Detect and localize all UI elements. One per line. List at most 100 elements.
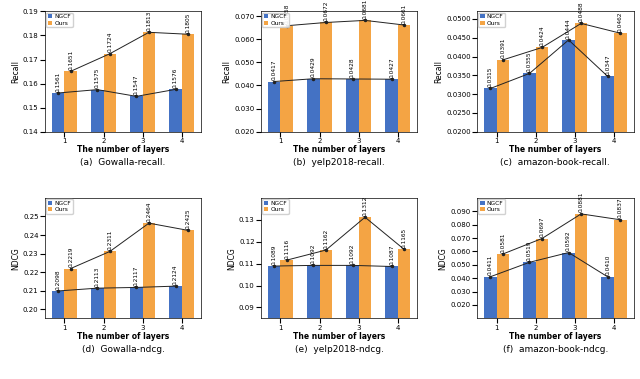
Bar: [307, 79, 319, 178]
Text: 0.0391: 0.0391: [500, 38, 506, 58]
Text: 0.0462: 0.0462: [618, 11, 623, 32]
Text: 0.2113: 0.2113: [95, 266, 100, 287]
Bar: [563, 40, 575, 207]
Text: 0.1575: 0.1575: [95, 68, 100, 88]
Text: 0.0658: 0.0658: [284, 4, 289, 24]
Y-axis label: NDCG: NDCG: [439, 247, 448, 269]
Bar: [497, 60, 509, 207]
Bar: [104, 252, 116, 379]
Bar: [65, 269, 77, 379]
Text: 0.0417: 0.0417: [272, 60, 276, 80]
Text: 0.2098: 0.2098: [56, 269, 61, 290]
Y-axis label: NDCG: NDCG: [11, 247, 20, 269]
Text: (d)  Gowalla-ndcg.: (d) Gowalla-ndcg.: [81, 345, 164, 354]
Text: 0.1547: 0.1547: [134, 74, 139, 95]
Legend: NGCF, Ours: NGCF, Ours: [262, 13, 289, 27]
Bar: [319, 250, 332, 379]
Bar: [52, 291, 65, 379]
Text: 0.0410: 0.0410: [605, 255, 611, 276]
Bar: [524, 262, 536, 332]
Bar: [398, 25, 410, 178]
Bar: [614, 33, 627, 207]
Bar: [307, 265, 319, 379]
Text: 0.0347: 0.0347: [605, 54, 611, 75]
Text: 0.0427: 0.0427: [389, 57, 394, 78]
Bar: [104, 54, 116, 379]
Bar: [359, 217, 371, 379]
Text: 0.1561: 0.1561: [56, 71, 61, 92]
Bar: [91, 89, 104, 379]
Bar: [143, 32, 155, 379]
Bar: [385, 266, 398, 379]
Bar: [359, 20, 371, 178]
Bar: [602, 277, 614, 332]
Text: 0.0581: 0.0581: [500, 232, 506, 252]
X-axis label: The number of layers: The number of layers: [509, 146, 602, 154]
Bar: [182, 34, 195, 379]
Text: 0.0488: 0.0488: [579, 2, 584, 22]
Legend: NGCF, Ours: NGCF, Ours: [46, 13, 72, 27]
Text: 0.1651: 0.1651: [68, 50, 73, 70]
Text: 0.2464: 0.2464: [147, 201, 152, 222]
X-axis label: The number of layers: The number of layers: [509, 332, 602, 341]
Bar: [563, 252, 575, 332]
Text: 0.0672: 0.0672: [323, 0, 328, 21]
Text: 0.1089: 0.1089: [272, 244, 276, 265]
Text: 0.0411: 0.0411: [488, 255, 493, 275]
Text: 0.2124: 0.2124: [173, 264, 178, 285]
Text: 0.1087: 0.1087: [389, 244, 394, 265]
Text: 0.1116: 0.1116: [284, 238, 289, 259]
Text: 0.1724: 0.1724: [108, 32, 112, 52]
Y-axis label: Recall: Recall: [11, 60, 20, 83]
Bar: [536, 238, 548, 332]
X-axis label: The number of layers: The number of layers: [293, 332, 385, 341]
Bar: [385, 79, 398, 178]
Bar: [497, 254, 509, 332]
Text: 0.0429: 0.0429: [311, 57, 316, 77]
Text: 0.1165: 0.1165: [402, 228, 406, 248]
Text: (a)  Gowalla-recall.: (a) Gowalla-recall.: [81, 158, 166, 167]
Bar: [268, 266, 280, 379]
Bar: [280, 26, 293, 178]
Bar: [484, 277, 497, 332]
Y-axis label: Recall: Recall: [434, 60, 444, 83]
Bar: [65, 71, 77, 379]
Text: 0.2311: 0.2311: [108, 230, 112, 250]
Text: 0.1805: 0.1805: [186, 12, 191, 33]
Text: 0.0837: 0.0837: [618, 198, 623, 218]
Bar: [614, 220, 627, 332]
X-axis label: The number of layers: The number of layers: [77, 146, 169, 154]
Bar: [130, 96, 143, 379]
Bar: [602, 77, 614, 207]
Bar: [484, 88, 497, 207]
Text: 0.2425: 0.2425: [186, 208, 191, 229]
Legend: NGCF, Ours: NGCF, Ours: [478, 13, 505, 27]
Text: 0.1092: 0.1092: [350, 243, 355, 264]
Bar: [268, 81, 280, 178]
Text: 0.1162: 0.1162: [323, 229, 328, 249]
Bar: [346, 79, 359, 178]
Text: 0.0697: 0.0697: [540, 216, 545, 237]
Bar: [170, 286, 182, 379]
Bar: [130, 287, 143, 379]
Legend: NGCF, Ours: NGCF, Ours: [478, 199, 505, 214]
Text: 0.0681: 0.0681: [362, 0, 367, 19]
Bar: [319, 22, 332, 178]
Y-axis label: Recall: Recall: [223, 60, 232, 83]
Bar: [52, 93, 65, 379]
Text: 0.0881: 0.0881: [579, 192, 584, 213]
Bar: [575, 23, 588, 207]
Text: 0.1312: 0.1312: [362, 196, 367, 216]
Text: 0.0355: 0.0355: [527, 52, 532, 72]
Y-axis label: NDCG: NDCG: [227, 247, 236, 269]
Text: 0.0424: 0.0424: [540, 25, 545, 46]
Bar: [536, 47, 548, 207]
Text: 0.0444: 0.0444: [566, 18, 571, 39]
Text: 0.0592: 0.0592: [566, 230, 571, 251]
Legend: NGCF, Ours: NGCF, Ours: [46, 199, 72, 214]
Text: 0.0315: 0.0315: [488, 67, 493, 87]
Bar: [182, 230, 195, 379]
Text: 0.0661: 0.0661: [402, 3, 406, 23]
Bar: [91, 288, 104, 379]
Bar: [398, 249, 410, 379]
